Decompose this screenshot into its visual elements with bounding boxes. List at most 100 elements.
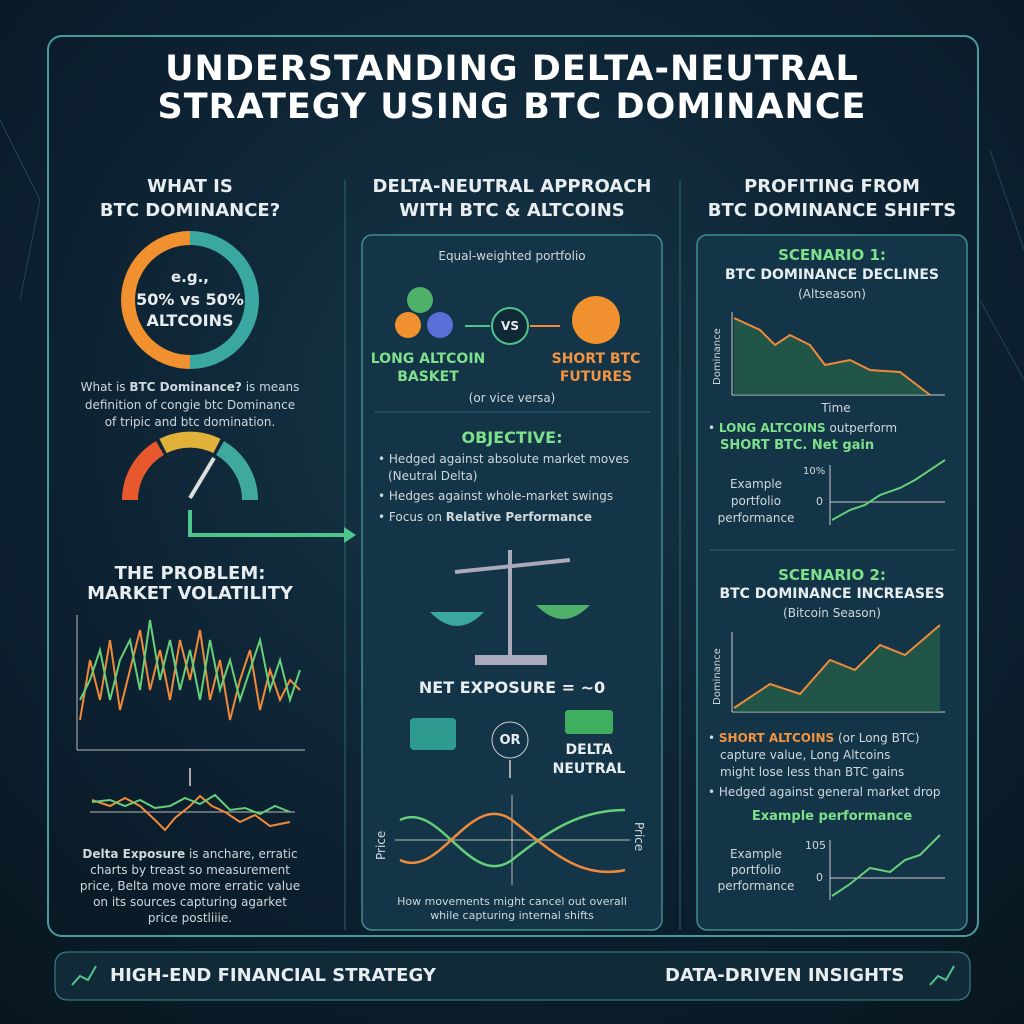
label: OR bbox=[499, 733, 521, 748]
wave bbox=[399, 812, 626, 874]
area bbox=[734, 318, 930, 395]
label: Equal-weighted portfolio bbox=[438, 249, 586, 263]
footer-icon bbox=[929, 965, 955, 986]
description: definition of congie btc Dominance bbox=[84, 398, 296, 412]
tick-label: 0 bbox=[816, 871, 823, 884]
label: performance bbox=[717, 511, 795, 525]
scale-pan bbox=[536, 605, 590, 619]
tick-label: 10% bbox=[803, 466, 826, 477]
heading: PROFITING FROM bbox=[744, 176, 920, 197]
text: Hedged against absolute market moves bbox=[388, 452, 629, 466]
label: VS bbox=[501, 319, 519, 333]
label: Example bbox=[729, 847, 783, 861]
coin-icon bbox=[407, 287, 433, 313]
label: DELTA bbox=[565, 742, 613, 758]
text: SHORT ALTCOINS bbox=[718, 731, 835, 745]
text: is anchare, erratic bbox=[185, 847, 298, 861]
dominance-line bbox=[733, 624, 941, 709]
footer-bar bbox=[54, 951, 971, 1001]
volatility-line bbox=[79, 629, 301, 721]
axis-label: Dominance bbox=[712, 328, 723, 385]
text: Relative Performance bbox=[445, 510, 592, 524]
axis-label: Price bbox=[374, 830, 388, 860]
dominance-line bbox=[733, 317, 931, 396]
text: is means bbox=[241, 380, 300, 394]
subtitle: (Altseason) bbox=[798, 287, 866, 301]
gauge-needle bbox=[188, 456, 216, 500]
label: OBJECTIVE: bbox=[461, 428, 563, 447]
bullet: might lose less than BTC gains bbox=[720, 765, 905, 779]
description: of tripic and btc domination. bbox=[104, 415, 276, 429]
label: NEUTRAL bbox=[552, 761, 626, 777]
text: LONG ALTCOINS bbox=[718, 421, 826, 435]
footer-icon bbox=[71, 965, 97, 986]
label: NET EXPOSURE = ~0 bbox=[418, 678, 606, 697]
heading: THE PROBLEM: bbox=[114, 563, 266, 584]
scale bbox=[454, 558, 571, 574]
label: LONG ALTCOIN bbox=[370, 351, 486, 367]
gauge bbox=[215, 441, 259, 501]
scenario-title: SCENARIO 2: bbox=[778, 566, 886, 584]
vs-circle bbox=[491, 307, 529, 345]
title: UNDERSTANDING DELTA-NEUTRAL bbox=[165, 49, 859, 89]
heading: WHAT IS bbox=[147, 176, 233, 197]
donut-text: e.g., bbox=[170, 268, 210, 286]
footnote: price postliiie. bbox=[147, 911, 233, 925]
bullet: • Focus on Relative Performance bbox=[378, 510, 592, 524]
money-icon bbox=[565, 710, 613, 734]
heading: WITH BTC & ALTCOINS bbox=[399, 200, 625, 221]
gauge bbox=[159, 431, 221, 454]
footnote: charts by treast so measurement bbox=[90, 863, 290, 877]
axis-label: Dominance bbox=[712, 648, 723, 705]
text: (or Long BTC) bbox=[834, 731, 920, 745]
heading: DELTA-NEUTRAL APPROACH bbox=[372, 176, 652, 197]
bullet: • Hedges against whole-market swings bbox=[378, 489, 614, 503]
mini-line bbox=[91, 794, 291, 832]
bullet: SHORT BTC. Net gain bbox=[720, 438, 875, 453]
flow-arrow bbox=[188, 510, 348, 537]
text: What is bbox=[80, 380, 130, 394]
bullet: • Hedged against general market drop bbox=[708, 785, 941, 799]
scenario-title: SCENARIO 1: bbox=[778, 246, 886, 264]
label: SHORT BTC bbox=[551, 351, 641, 367]
main-frame bbox=[47, 35, 979, 937]
label: Example bbox=[729, 477, 783, 491]
label: performance bbox=[717, 879, 795, 893]
bullet: • LONG ALTCOINS outperform bbox=[708, 421, 898, 435]
description: What is BTC Dominance? is means bbox=[81, 381, 300, 393]
bullet: capture value, Long Altcoins bbox=[720, 748, 891, 762]
btc-icon bbox=[572, 296, 620, 344]
perf-line bbox=[831, 459, 946, 521]
coin-icon bbox=[395, 312, 421, 338]
text: Focus on bbox=[388, 510, 446, 524]
perf-line bbox=[831, 834, 941, 897]
network-decoration bbox=[0, 119, 1024, 381]
wave bbox=[399, 808, 626, 868]
area bbox=[734, 625, 940, 712]
scenario-title: BTC DOMINANCE INCREASES bbox=[719, 586, 945, 602]
caption: How movements might cancel out overall bbox=[397, 895, 627, 908]
scale-pan bbox=[430, 612, 484, 626]
text: Delta Exposure bbox=[82, 847, 186, 861]
coin-icon bbox=[427, 312, 453, 338]
axis-label: Time bbox=[821, 401, 851, 415]
label: FUTURES bbox=[559, 369, 633, 385]
label: portfolio bbox=[730, 494, 782, 508]
volatility-line bbox=[79, 619, 301, 704]
text: outperform bbox=[825, 421, 898, 435]
donut-text: 50% vs 50% bbox=[136, 290, 244, 309]
footnote: price, Belta move more erratic value bbox=[79, 879, 301, 893]
label: (or vice versa) bbox=[468, 391, 556, 405]
caption: while capturing internal shifts bbox=[430, 909, 594, 922]
label: BASKET bbox=[397, 369, 459, 385]
heading: BTC DOMINANCE? bbox=[99, 200, 281, 221]
scale-base bbox=[475, 655, 547, 665]
donut-text: ALTCOINS bbox=[146, 311, 234, 330]
subtitle: (Bitcoin Season) bbox=[783, 606, 881, 620]
bullet: (Neutral Delta) bbox=[388, 469, 478, 483]
footnote: on its sources capturing agarket bbox=[93, 895, 287, 909]
label: portfolio bbox=[730, 863, 782, 877]
or-circle bbox=[491, 721, 529, 759]
